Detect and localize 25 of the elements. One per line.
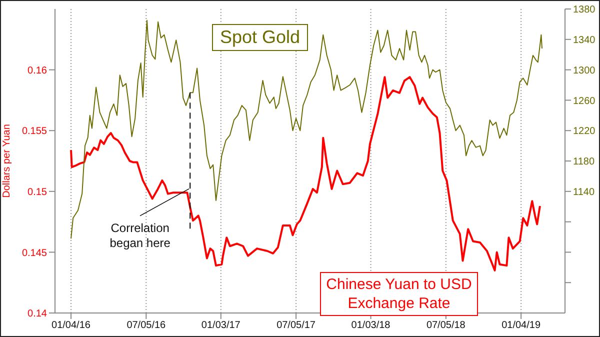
x-tick-label: 01/03/18: [351, 320, 391, 332]
y-tick-label: 0.15: [28, 186, 48, 198]
y-tick-label: 0.145: [22, 248, 48, 259]
x-tick-label: 01/03/17: [201, 320, 241, 332]
y2-tick-label: 1300: [573, 65, 596, 76]
y-tick-label: 0.155: [22, 126, 48, 138]
y2-tick-label: 1180: [573, 156, 595, 168]
x-tick-label: 01/04/16: [52, 320, 91, 332]
y-tick-label: 0.14: [28, 308, 48, 320]
x-tick-label: 01/04/19: [502, 320, 541, 332]
line-series: [70, 20, 543, 240]
series-label: Chinese Yuan to USD Exchange Rate: [326, 276, 472, 312]
y2-tick-label: 1260: [573, 96, 596, 107]
y-axis-title: Dollars per Yuan: [2, 124, 12, 198]
annotation: Correlation began here: [110, 221, 170, 250]
x-tick-label: 07/05/17: [276, 320, 316, 332]
y2-tick-label: 1340: [573, 34, 596, 46]
series-label: Spot Gold: [220, 27, 300, 47]
y-tick-label: 0.16: [28, 65, 48, 76]
x-tick-label: 07/05/16: [126, 320, 166, 332]
x-tick-label: 07/05/18: [426, 320, 466, 332]
y2-tick-label: 1140: [573, 186, 595, 198]
y2-tick-label: 1380: [573, 4, 596, 16]
line-series: [70, 76, 541, 272]
y2-tick-label: 1220: [573, 126, 596, 138]
